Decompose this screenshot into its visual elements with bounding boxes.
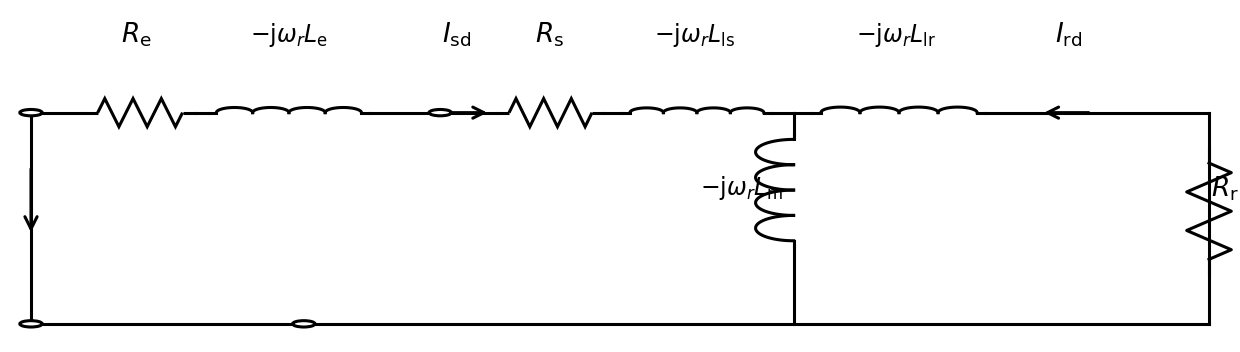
Text: $R_{\rm e}$: $R_{\rm e}$ bbox=[122, 21, 151, 49]
Circle shape bbox=[429, 109, 451, 116]
Text: $R_{\rm s}$: $R_{\rm s}$ bbox=[534, 21, 564, 49]
Text: $-{\rm j}\omega_r L_{\rm e}$: $-{\rm j}\omega_r L_{\rm e}$ bbox=[250, 21, 327, 49]
Text: $R_{\rm r}$: $R_{\rm r}$ bbox=[1211, 174, 1239, 202]
Text: $-{\rm j}\omega_r L_{\rm ls}$: $-{\rm j}\omega_r L_{\rm ls}$ bbox=[653, 21, 735, 49]
Text: $-{\rm j}\omega_r L_{\rm lr}$: $-{\rm j}\omega_r L_{\rm lr}$ bbox=[857, 21, 936, 49]
Circle shape bbox=[293, 321, 315, 327]
Text: $I_{\rm sd}$: $I_{\rm sd}$ bbox=[441, 21, 471, 49]
Circle shape bbox=[20, 109, 42, 116]
Text: $I_{\rm rd}$: $I_{\rm rd}$ bbox=[1055, 21, 1083, 49]
Text: $-{\rm j}\omega_r L_{\rm m}$: $-{\rm j}\omega_r L_{\rm m}$ bbox=[699, 174, 784, 202]
Circle shape bbox=[20, 321, 42, 327]
